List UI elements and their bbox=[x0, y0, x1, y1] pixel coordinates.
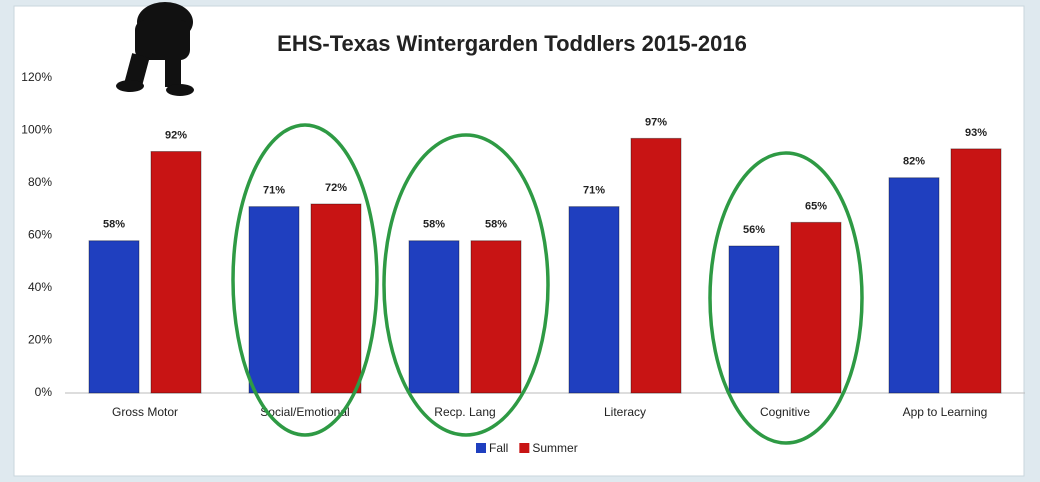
value-label: 65% bbox=[805, 200, 827, 212]
value-label: 72% bbox=[325, 182, 347, 194]
x-tick-label: Gross Motor bbox=[112, 405, 178, 419]
x-tick-label: App to Learning bbox=[903, 405, 988, 419]
bar bbox=[888, 177, 940, 394]
value-label: 58% bbox=[103, 219, 125, 231]
x-tick-label: Literacy bbox=[604, 405, 646, 419]
chart-title: EHS-Texas Wintergarden Toddlers 2015-201… bbox=[277, 31, 747, 56]
value-label: 97% bbox=[645, 116, 667, 128]
y-tick-label: 0% bbox=[35, 385, 53, 399]
y-tick-label: 80% bbox=[28, 175, 52, 189]
bar bbox=[790, 221, 842, 394]
x-tick-label: Cognitive bbox=[760, 405, 810, 419]
silhouette bbox=[116, 2, 194, 96]
value-label: 71% bbox=[583, 185, 605, 197]
bar bbox=[568, 206, 620, 394]
bar bbox=[150, 151, 202, 394]
bar bbox=[630, 137, 682, 394]
legend-label: Summer bbox=[532, 441, 577, 455]
legend-label: Fall bbox=[489, 441, 508, 455]
bar bbox=[248, 206, 300, 394]
y-tick-label: 40% bbox=[28, 280, 52, 294]
bar bbox=[950, 148, 1002, 394]
x-tick-label: Recp. Lang bbox=[434, 405, 495, 419]
value-label: 92% bbox=[165, 129, 187, 141]
value-label: 58% bbox=[485, 219, 507, 231]
legend-swatch bbox=[476, 443, 486, 453]
bar bbox=[728, 245, 780, 394]
bar bbox=[408, 240, 460, 394]
y-tick-label: 120% bbox=[21, 70, 52, 84]
value-label: 58% bbox=[423, 219, 445, 231]
value-label: 56% bbox=[743, 224, 765, 236]
bar bbox=[88, 240, 140, 394]
bar bbox=[470, 240, 522, 394]
value-label: 71% bbox=[263, 185, 285, 197]
highlight-ellipses bbox=[231, 123, 864, 445]
x-tick-label: Social/Emotional bbox=[260, 405, 349, 419]
bar bbox=[310, 203, 362, 394]
y-tick-label: 20% bbox=[28, 333, 52, 347]
y-tick-label: 100% bbox=[21, 123, 52, 137]
value-label: 93% bbox=[965, 127, 987, 139]
legend-swatch bbox=[519, 443, 530, 453]
y-tick-label: 60% bbox=[28, 228, 52, 242]
value-label: 82% bbox=[903, 156, 925, 168]
